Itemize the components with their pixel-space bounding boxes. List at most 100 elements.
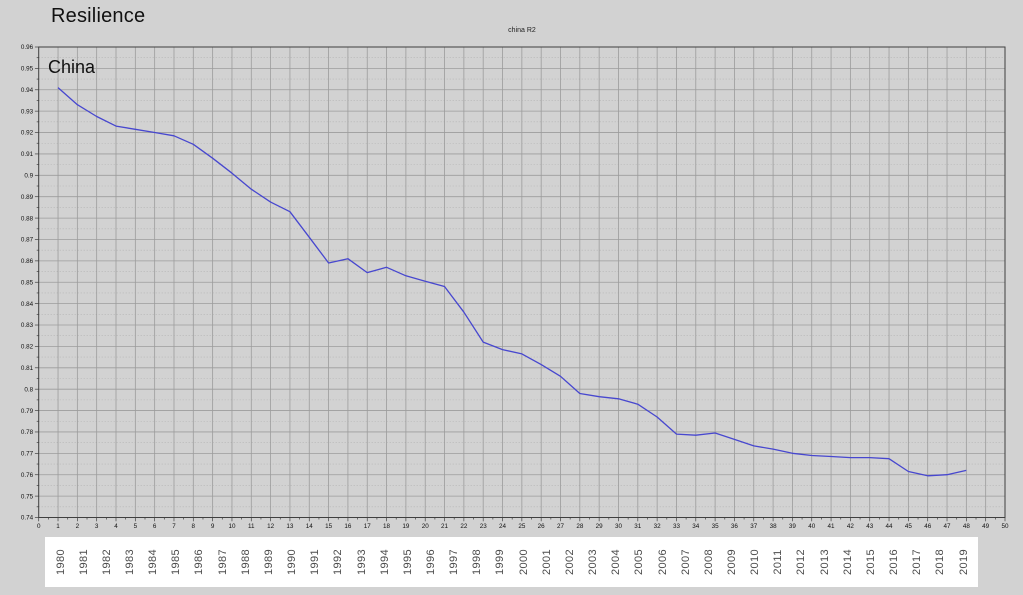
x-tick-label: 16 (344, 523, 352, 530)
x-tick-label: 40 (808, 523, 816, 530)
x-tick-label: 46 (924, 523, 932, 530)
y-tick-label: 0.95 (21, 66, 34, 73)
year-label: 1996 (424, 548, 437, 576)
y-tick-label: 0.93 (21, 108, 34, 115)
year-label: 1986 (193, 548, 206, 576)
y-tick-label: 0.9 (24, 173, 33, 180)
year-label: 2016 (888, 548, 901, 576)
x-tick-label: 47 (944, 523, 952, 530)
grid-major (38, 47, 1005, 518)
x-tick-label: 43 (866, 523, 874, 530)
y-tick-label: 0.85 (21, 279, 34, 286)
x-tick-label: 41 (828, 523, 836, 530)
year-label: 2002 (563, 548, 576, 576)
axis-ticks (34, 46, 1006, 522)
x-tick-label: 31 (634, 523, 642, 530)
y-tick-label: 0.76 (21, 472, 34, 479)
year-label: 1980 (54, 548, 67, 576)
x-tick-label: 3 (95, 523, 99, 530)
plot-frame (38, 46, 1006, 518)
x-tick-label: 6 (153, 523, 157, 530)
x-tick-label: 10 (228, 523, 236, 530)
x-tick-label: 37 (750, 523, 758, 530)
x-tick-label: 0 (37, 523, 41, 530)
x-tick-label: 13 (286, 523, 294, 530)
x-tick-label: 36 (731, 523, 739, 530)
x-tick-label: 2 (76, 523, 80, 530)
year-label: 1981 (77, 548, 90, 576)
year-label: 1985 (170, 548, 183, 576)
year-axis-band: 1980 1981 1982 1983 1984 1985 1986 1987 1988 1989… (45, 537, 978, 587)
axis-labels: 0 1 2 3 4 5 6 7 8 9 10 11 12 13 14 15 16 17 18 19 20 21 22 23 24… (21, 44, 1009, 530)
x-tick-label: 39 (789, 523, 797, 530)
x-tick-label: 26 (538, 523, 546, 530)
year-label: 1987 (216, 548, 229, 576)
y-tick-label: 0.75 (21, 493, 34, 500)
x-tick-label: 24 (499, 523, 507, 530)
year-label: 1984 (147, 548, 160, 576)
year-label: 2001 (540, 548, 553, 576)
x-tick-label: 49 (982, 523, 990, 530)
chart-title: china R2 (508, 27, 536, 34)
x-tick-label: 23 (480, 523, 488, 530)
y-tick-label: 0.96 (21, 44, 34, 51)
x-tick-label: 48 (963, 523, 971, 530)
year-label: 2009 (725, 548, 738, 576)
x-tick-label: 14 (306, 523, 314, 530)
country-annotation: China (48, 57, 96, 77)
x-tick-label: 33 (673, 523, 681, 530)
y-tick-label: 0.92 (21, 130, 34, 137)
x-tick-label: 30 (615, 523, 623, 530)
y-tick-label: 0.89 (21, 194, 34, 201)
x-tick-label: 29 (596, 523, 604, 530)
year-label: 2008 (702, 548, 715, 576)
x-tick-label: 5 (134, 523, 138, 530)
x-tick-label: 17 (364, 523, 372, 530)
x-tick-label: 7 (172, 523, 176, 530)
y-tick-label: 0.86 (21, 258, 34, 265)
year-label: 1992 (332, 548, 345, 576)
x-tick-label: 4 (114, 523, 118, 530)
x-tick-label: 21 (441, 523, 449, 530)
x-tick-label: 38 (770, 523, 778, 530)
x-tick-label: 19 (402, 523, 410, 530)
y-tick-label: 0.83 (21, 322, 34, 329)
year-label: 2004 (610, 548, 623, 576)
y-tick-label: 0.87 (21, 237, 34, 244)
year-label: 2015 (864, 548, 877, 576)
year-label: 1991 (309, 548, 322, 576)
year-label: 1990 (286, 548, 299, 576)
year-label: 2017 (911, 548, 924, 576)
y-tick-label: 0.82 (21, 344, 34, 351)
year-label: 2013 (818, 548, 831, 576)
y-tick-label: 0.77 (21, 451, 34, 458)
x-tick-label: 35 (712, 523, 720, 530)
x-tick-label: 42 (847, 523, 855, 530)
year-label: 1982 (100, 548, 113, 576)
year-label: 2003 (587, 548, 600, 576)
x-tick-label: 12 (267, 523, 275, 530)
year-label: 1989 (262, 548, 275, 576)
x-tick-label: 25 (518, 523, 526, 530)
x-tick-label: 8 (192, 523, 196, 530)
year-label: 1999 (494, 548, 507, 576)
y-tick-label: 0.88 (21, 215, 34, 222)
year-label: 2014 (841, 548, 854, 576)
y-tick-label: 0.78 (21, 429, 34, 436)
x-tick-label: 34 (692, 523, 700, 530)
year-label: 2011 (772, 549, 785, 575)
year-label: 1994 (378, 548, 391, 576)
x-tick-label: 28 (576, 523, 584, 530)
year-label: 2000 (517, 548, 530, 576)
year-label: 1983 (123, 548, 136, 576)
x-tick-label: 45 (905, 523, 913, 530)
x-tick-label: 18 (383, 523, 391, 530)
y-tick-label: 0.74 (21, 515, 34, 522)
year-label: 2012 (795, 548, 808, 576)
y-tick-label: 0.91 (21, 151, 34, 158)
y-tick-label: 0.81 (21, 365, 34, 372)
x-tick-label: 9 (211, 523, 215, 530)
x-tick-label: 22 (460, 523, 468, 530)
